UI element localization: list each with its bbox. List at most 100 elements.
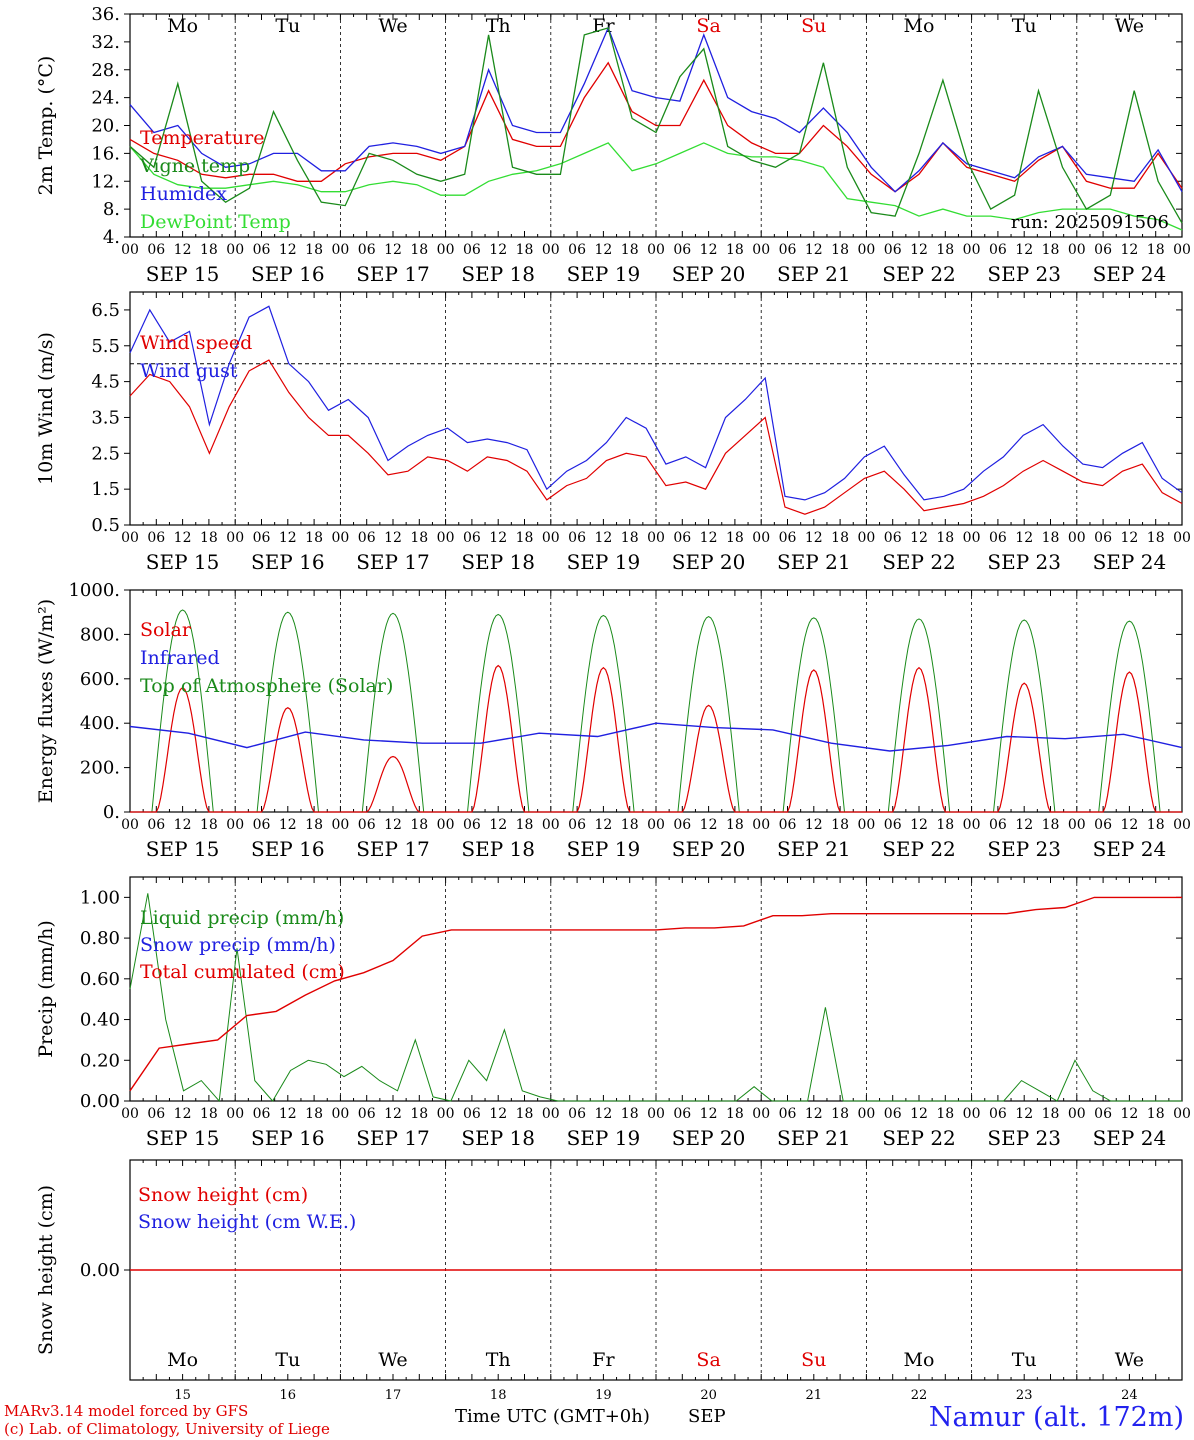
wind-panel-hour-label: 12 xyxy=(489,530,507,546)
energy-panel-hour-label: 00 xyxy=(752,817,770,833)
temp-panel-hour-label: 06 xyxy=(989,242,1007,258)
precip-panel-hour-label: 12 xyxy=(489,1106,507,1122)
toa-solar-line xyxy=(866,618,972,813)
precip-panel-hour-label: 06 xyxy=(147,1106,165,1122)
precip-panel-date-label: SEP 22 xyxy=(882,1126,956,1150)
energy-panel-ytick-label: 800. xyxy=(80,624,120,645)
energy-panel-hour-label: 12 xyxy=(384,817,402,833)
precip-panel-hour-label: 18 xyxy=(200,1106,218,1122)
temp-panel-hour-label: 06 xyxy=(568,242,586,258)
energy-panel-date-label: SEP 22 xyxy=(882,837,956,861)
toa-solar-line xyxy=(971,619,1077,813)
bottom-weekday-label: Th xyxy=(486,1349,511,1371)
wind-panel-hour-label: 18 xyxy=(516,530,534,546)
wind-panel-hour-label: 12 xyxy=(1015,530,1033,546)
temp-panel-hour-label: 00 xyxy=(1068,242,1086,258)
energy-panel-ytick-label: 600. xyxy=(80,669,120,690)
bottom-day-number: 18 xyxy=(490,1388,507,1403)
temp-panel-date-label: SEP 16 xyxy=(251,262,325,286)
toa-solar-line xyxy=(235,611,341,813)
energy-panel-hour-label: 18 xyxy=(410,817,428,833)
temp-panel-ytick-label: 16. xyxy=(91,143,120,164)
temp-series-line xyxy=(129,61,1183,193)
precip-panel-hour-label: 00 xyxy=(752,1106,770,1122)
temp-panel-hour-label: 18 xyxy=(831,242,849,258)
temp-series-line xyxy=(129,27,1183,224)
temp-legend-entry: Humidex xyxy=(140,183,227,205)
precip-panel-hour-label: 18 xyxy=(516,1106,534,1122)
energy-panel-date-label: SEP 18 xyxy=(461,837,535,861)
temp-panel-hour-label: 12 xyxy=(384,242,402,258)
energy-y-axis-label: Energy fluxes (W/m²) xyxy=(35,599,57,803)
temp-panel-ytick-label: 12. xyxy=(91,171,120,192)
precip-panel-date-label: SEP 19 xyxy=(567,1126,641,1150)
bottom-weekday-label: Su xyxy=(801,1349,826,1371)
bottom-weekday-label: Mo xyxy=(904,1349,935,1371)
wind-panel-hour-label: 06 xyxy=(253,530,271,546)
wind-y-axis-label: 10m Wind (m/s) xyxy=(35,332,57,485)
temp-panel-hour-label: 00 xyxy=(647,242,665,258)
energy-panel-hour-label: 12 xyxy=(700,817,718,833)
wind-panel-date-label: SEP 23 xyxy=(987,550,1061,574)
bottom-weekday-label: Mo xyxy=(167,1349,198,1371)
energy-panel-hour-label: 00 xyxy=(963,817,981,833)
bottom-day-number: 16 xyxy=(280,1388,297,1403)
energy-panel-hour-label: 06 xyxy=(568,817,586,833)
energy-panel-hour-label: 18 xyxy=(726,817,744,833)
wind-panel-date-label: SEP 20 xyxy=(672,550,746,574)
wind-panel-hour-label: 18 xyxy=(1147,530,1165,546)
energy-panel-hour-label: 12 xyxy=(594,817,612,833)
energy-panel-hour-label: 12 xyxy=(279,817,297,833)
precip-panel-hour-label: 12 xyxy=(279,1106,297,1122)
wind-panel-hour-label: 12 xyxy=(805,530,823,546)
wind-panel-hour-label: 00 xyxy=(437,530,455,546)
energy-panel-hour-label: 00 xyxy=(226,817,244,833)
precip-panel-date-label: SEP 16 xyxy=(251,1126,325,1150)
wind-panel-hour-label: 18 xyxy=(200,530,218,546)
wind-panel-ytick-label: 4.5 xyxy=(91,372,120,393)
energy-panel-date-label: SEP 21 xyxy=(777,837,851,861)
precip-panel-hour-label: 06 xyxy=(463,1106,481,1122)
energy-panel-ytick-label: 400. xyxy=(80,713,120,734)
precip-panel-hour-label: 12 xyxy=(174,1106,192,1122)
energy-panel-hour-label: 18 xyxy=(200,817,218,833)
bottom-weekday-label: Sa xyxy=(696,1349,720,1371)
temp-weekday-label: Tu xyxy=(275,15,300,37)
temp-panel-hour-label: 00 xyxy=(331,242,349,258)
lab-credit: (c) Lab. of Climatology, University of L… xyxy=(4,1420,330,1438)
energy-panel-hour-label: 18 xyxy=(1147,817,1165,833)
temp-panel-date-label: SEP 23 xyxy=(987,262,1061,286)
wind-panel-ytick-label: 0.5 xyxy=(91,515,120,536)
energy-panel-hour-label: 00 xyxy=(857,817,875,833)
precip-panel-hour-label: 06 xyxy=(779,1106,797,1122)
wind-panel-hour-label: 06 xyxy=(147,530,165,546)
solar-line xyxy=(971,682,1077,813)
bottom-day-number: 20 xyxy=(700,1388,717,1403)
temp-panel-date-label: SEP 17 xyxy=(356,262,430,286)
energy-panel-hour-label: 06 xyxy=(673,817,691,833)
precip-panel-hour-label: 18 xyxy=(1147,1106,1165,1122)
precip-panel-hour-label: 06 xyxy=(253,1106,271,1122)
bottom-weekday-label: Tu xyxy=(1012,1349,1037,1371)
temp-weekday-label: We xyxy=(1115,15,1144,37)
energy-panel-hour-label: 18 xyxy=(516,817,534,833)
precip-panel-date-label: SEP 15 xyxy=(146,1126,220,1150)
energy-panel-date-label: SEP 15 xyxy=(146,837,220,861)
precip-panel-date-label: SEP 20 xyxy=(672,1126,746,1150)
wind-panel-date-label: SEP 16 xyxy=(251,550,325,574)
temp-panel-date-label: SEP 19 xyxy=(567,262,641,286)
energy-panel-hour-label: 12 xyxy=(174,817,192,833)
temp-panel-ytick-label: 20. xyxy=(91,116,120,137)
wind-panel-hour-label: 12 xyxy=(174,530,192,546)
temp-panel-hour-label: 00 xyxy=(752,242,770,258)
precip-panel-hour-label: 00 xyxy=(1068,1106,1086,1122)
precip-panel-ytick-label: 0.40 xyxy=(80,1010,120,1031)
snow-panel-ytick-label: 0.00 xyxy=(80,1260,120,1281)
solar-line xyxy=(550,666,656,813)
wind-panel-hour-label: 00 xyxy=(647,530,665,546)
temp-panel-hour-label: 18 xyxy=(936,242,954,258)
precip-panel-hour-label: 18 xyxy=(410,1106,428,1122)
energy-panel-hour-label: 12 xyxy=(910,817,928,833)
precip-panel-hour-label: 18 xyxy=(936,1106,954,1122)
temp-panel-ytick-label: 28. xyxy=(91,60,120,81)
